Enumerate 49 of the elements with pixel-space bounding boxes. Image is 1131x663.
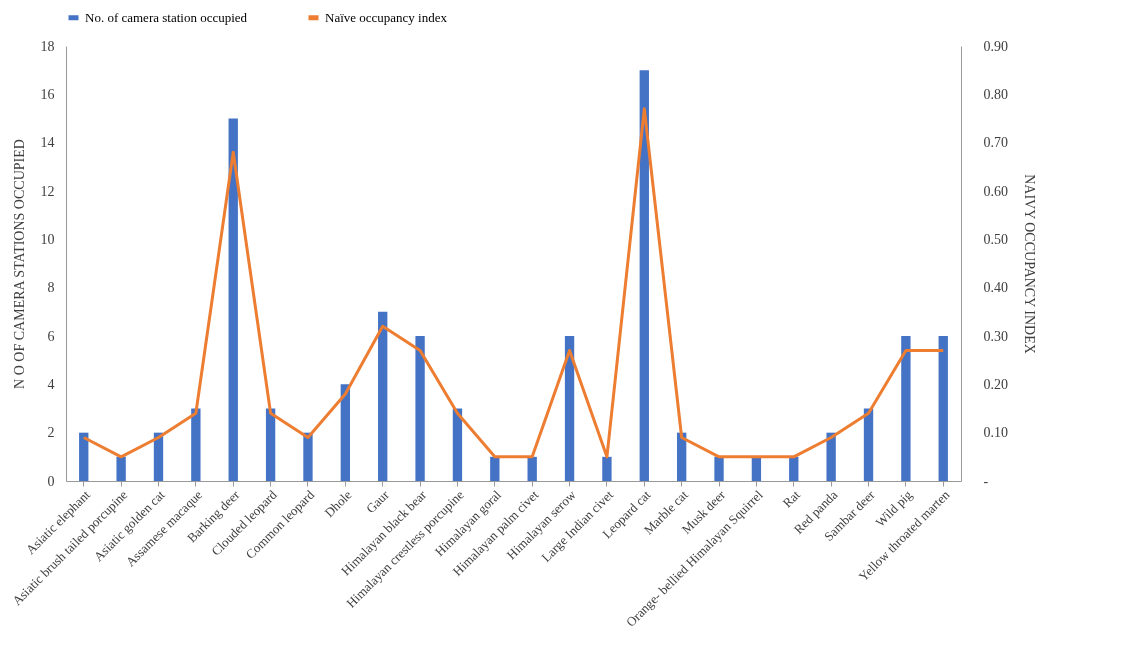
- y-tick-label: 10: [40, 231, 55, 247]
- y-tick-label: 6: [47, 328, 55, 344]
- bar: [265, 408, 276, 481]
- bar: [564, 336, 575, 481]
- legend-label: Naïve occupancy index: [325, 9, 448, 25]
- bar: [751, 456, 762, 481]
- bar: [452, 408, 463, 481]
- y2-tick-label: -: [983, 473, 989, 489]
- y2-tick-label: 0.40: [983, 280, 1008, 296]
- bar: [415, 336, 425, 481]
- bar: [714, 456, 724, 481]
- x-tick-label: Gaur: [362, 486, 393, 517]
- bar: [938, 336, 948, 481]
- y-axis-title: N O OF CAMERA STATIONS OCCUPIED: [11, 139, 27, 389]
- legend-label: No. of camera station occupied: [85, 9, 248, 25]
- bar: [228, 118, 238, 481]
- line-series: [82, 107, 945, 459]
- bar: [340, 384, 351, 481]
- bar: [527, 456, 537, 481]
- bar: [826, 432, 836, 481]
- y2-axis-title: NAIVY OCCUPANCY INDEX: [1022, 174, 1037, 354]
- bar: [602, 456, 612, 481]
- y2-tick-label: 0.60: [983, 183, 1008, 199]
- x-tick-label: Rat: [779, 486, 804, 511]
- y-tick-label: 12: [40, 183, 55, 199]
- bar: [116, 456, 126, 481]
- bar: [79, 432, 89, 481]
- bar: [191, 408, 201, 481]
- bar: [303, 432, 313, 481]
- bar: [863, 408, 874, 481]
- y2-tick-label: 0.90: [983, 38, 1008, 54]
- y2-tick-label: 0.20: [983, 376, 1008, 392]
- bar: [901, 336, 911, 481]
- y-tick-label: 4: [47, 376, 55, 392]
- y-tick-label: 0: [47, 473, 55, 489]
- y2-tick-label: 0.30: [983, 328, 1008, 344]
- y-tick-label: 14: [40, 135, 55, 151]
- y2-tick-label: 0.80: [983, 86, 1008, 102]
- bar: [490, 456, 500, 481]
- bar: [789, 456, 799, 481]
- y-tick-label: 8: [47, 280, 55, 296]
- bar: [639, 70, 649, 481]
- y-tick-label: 18: [40, 38, 55, 54]
- y2-tick-label: 0.10: [983, 425, 1008, 441]
- y-tick-label: 2: [47, 425, 55, 441]
- y2-tick-label: 0.50: [983, 231, 1008, 247]
- bar: [378, 311, 388, 481]
- y2-tick-label: 0.70: [983, 135, 1008, 151]
- y-tick-label: 16: [40, 86, 55, 102]
